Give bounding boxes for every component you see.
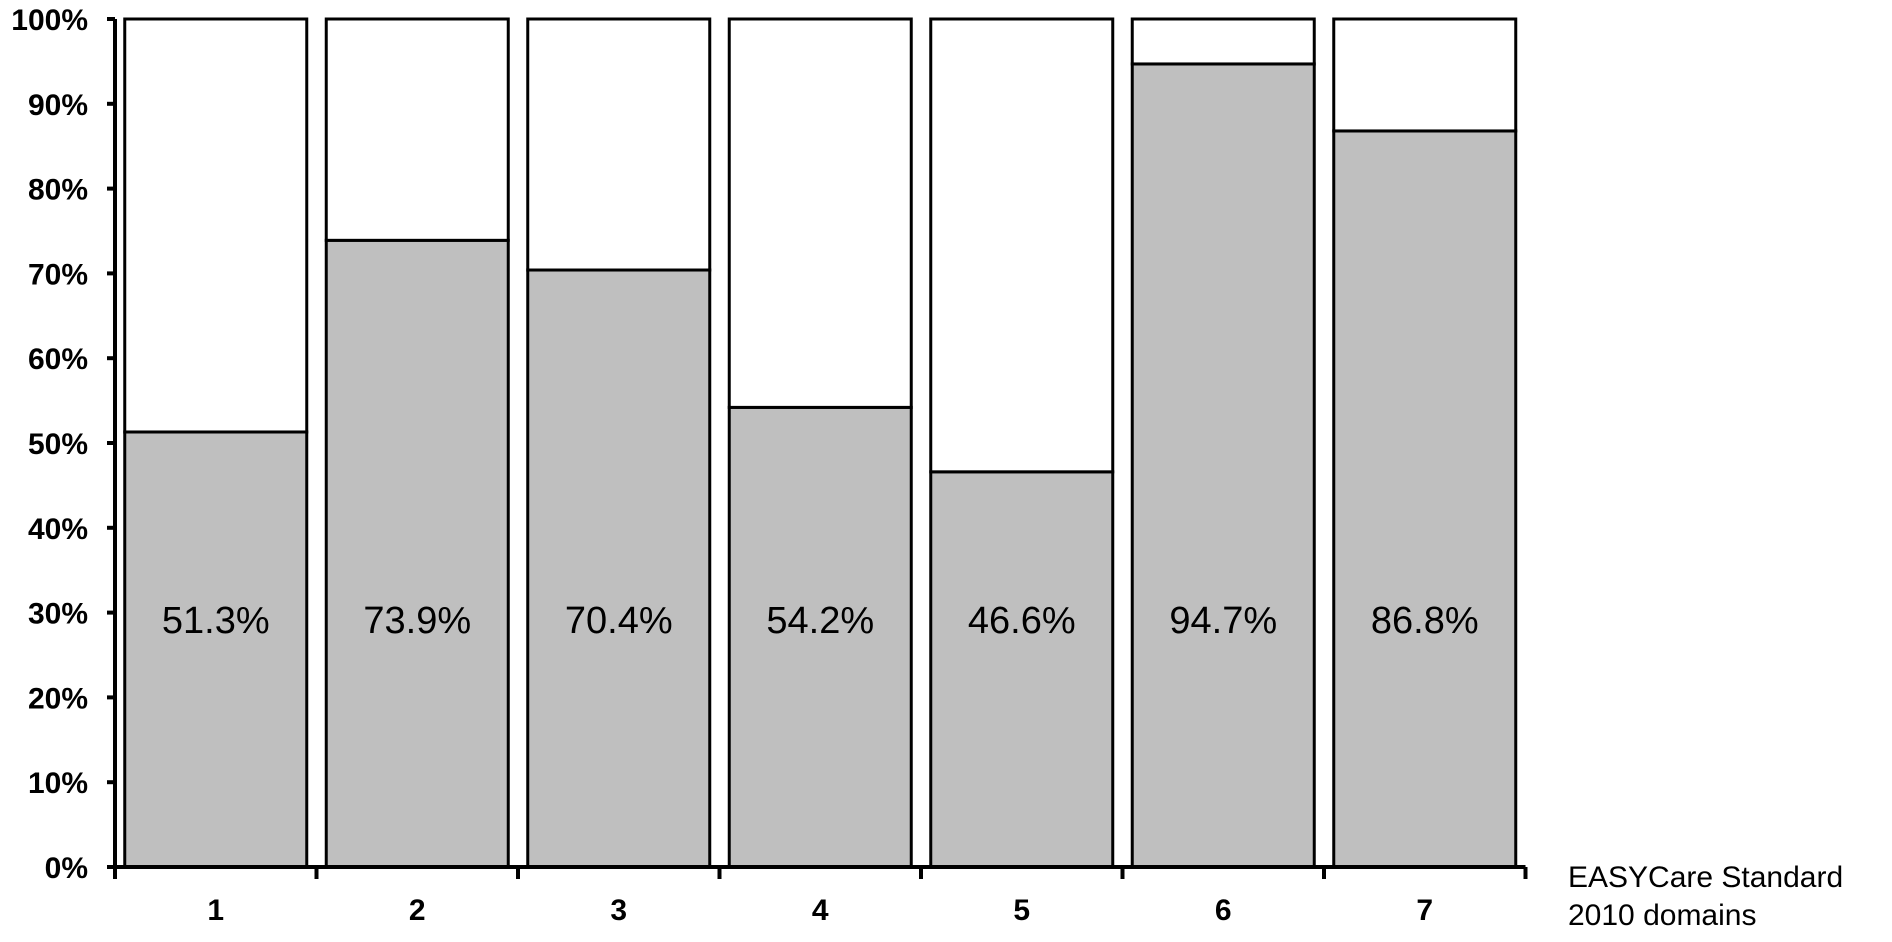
y-tick-label-50pct: 50% <box>28 428 88 461</box>
data-labels-layer: 51.3% 73.9% 70.4% 54.2% 46.6% 94.7% 86.8% <box>162 600 1479 642</box>
bar-lower-segment-3 <box>526 268 712 869</box>
bar-upper-segment-5 <box>929 17 1115 474</box>
axes-layer <box>107 17 1528 879</box>
x-tick-label-1: 1 <box>207 894 224 927</box>
data-label-2: 73.9% <box>363 600 471 642</box>
bar-lower-segment-6 <box>1130 62 1316 869</box>
bar-upper-segment-2 <box>324 17 510 242</box>
x-axis-title-line-1: EASYCare Standard <box>1568 861 1843 894</box>
bars-layer <box>123 17 1518 869</box>
data-label-5: 46.6% <box>968 600 1076 642</box>
bar-upper-segment-1 <box>123 17 309 434</box>
data-label-6: 94.7% <box>1169 600 1277 642</box>
data-label-4: 54.2% <box>766 600 874 642</box>
y-tick-label-80pct: 80% <box>28 174 88 207</box>
y-tick-label-40pct: 40% <box>28 513 88 546</box>
bar-upper-segment-6 <box>1130 17 1316 66</box>
data-label-3: 70.4% <box>565 600 673 642</box>
x-axis-title: EASYCare Standard 2010 domains <box>1568 861 1852 932</box>
y-tick-label-30pct: 30% <box>28 598 88 631</box>
bar-lower-segment-2 <box>324 238 510 869</box>
y-tick-label-90pct: 90% <box>28 89 88 122</box>
x-axis-title-line-2: 2010 domains <box>1568 899 1756 932</box>
bar-upper-segment-3 <box>526 17 712 272</box>
data-label-1: 51.3% <box>162 600 270 642</box>
y-tick-label-100pct: 100% <box>11 4 88 37</box>
data-label-7: 86.8% <box>1371 600 1479 642</box>
tick-labels-layer: 1 2 3 4 5 6 70%10%20%30%40%50%60%70%80%90%100% <box>11 4 1433 927</box>
bar-lower-segment-5 <box>929 470 1115 869</box>
bar-lower-segment-7 <box>1332 129 1518 869</box>
bar-lower-segment-1 <box>123 430 309 869</box>
y-tick-label-70pct: 70% <box>28 258 88 291</box>
x-tick-label-7: 7 <box>1416 894 1433 927</box>
x-tick-label-3: 3 <box>610 894 627 927</box>
y-tick-label-20pct: 20% <box>28 682 88 715</box>
x-tick-label-4: 4 <box>812 894 829 927</box>
y-tick-label-0pct: 0% <box>45 852 88 885</box>
bar-lower-segment-4 <box>727 405 913 869</box>
y-tick-label-60pct: 60% <box>28 343 88 376</box>
bar-upper-segment-7 <box>1332 17 1518 133</box>
x-tick-label-2: 2 <box>409 894 426 927</box>
bar-upper-segment-4 <box>727 17 913 409</box>
x-tick-label-5: 5 <box>1013 894 1030 927</box>
y-tick-label-10pct: 10% <box>28 767 88 800</box>
x-tick-label-6: 6 <box>1215 894 1232 927</box>
